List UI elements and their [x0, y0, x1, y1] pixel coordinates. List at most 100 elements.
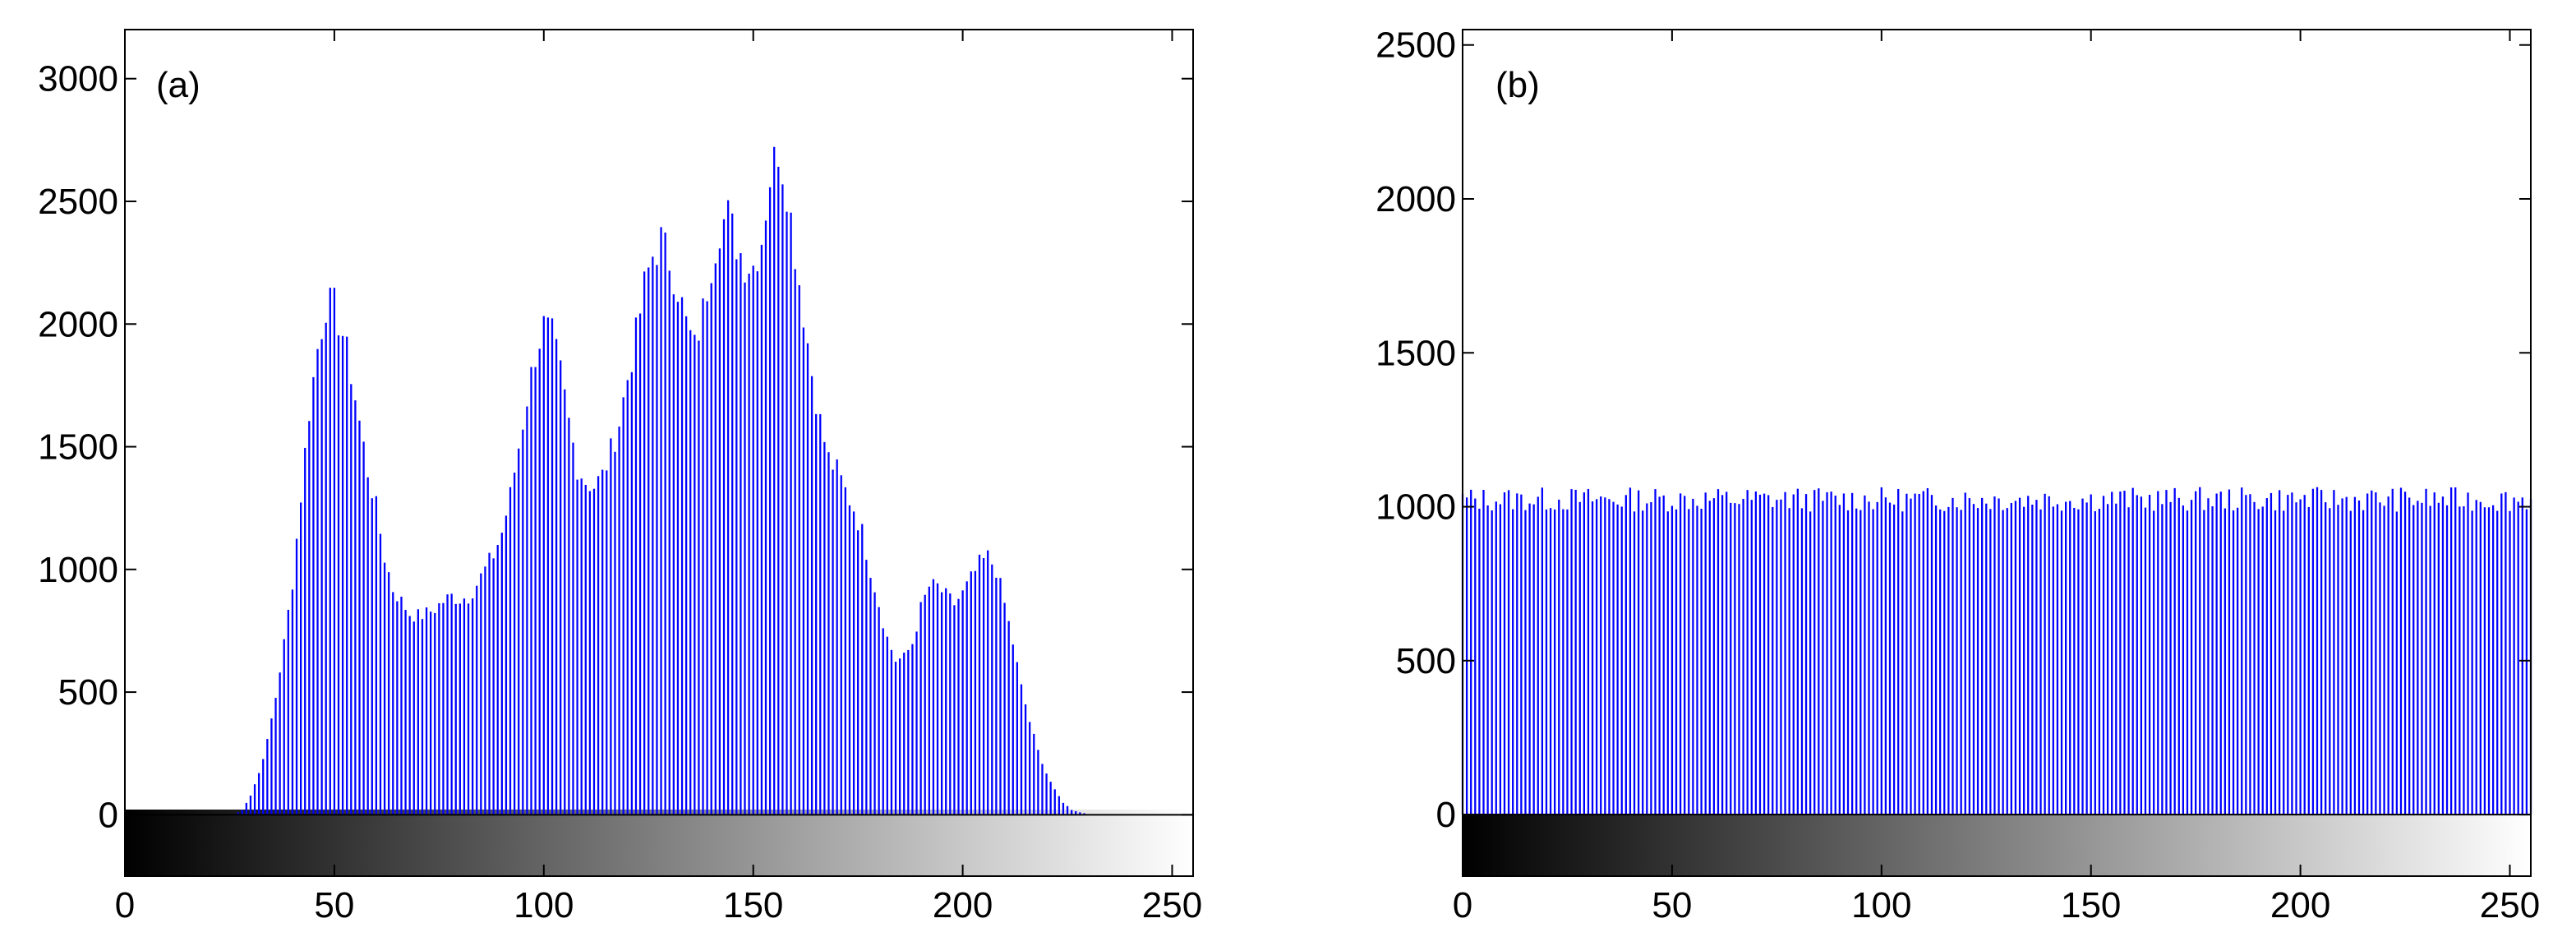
histogram-bar [2484, 507, 2486, 814]
histogram-bar [534, 367, 536, 815]
panel-label: (b) [1495, 65, 1540, 105]
histogram-bar [857, 530, 859, 814]
x-tick-label: 100 [514, 885, 574, 925]
histogram-bar [2169, 502, 2171, 814]
histogram-bar [1726, 491, 1727, 814]
histogram-bar [1629, 487, 1631, 814]
x-tick-label: 200 [2270, 885, 2330, 925]
histogram-bar [2057, 504, 2058, 814]
histogram-bar [274, 698, 276, 814]
histogram-bar [1935, 505, 1937, 814]
histogram-bar [2412, 505, 2414, 814]
histogram-bar [933, 579, 934, 815]
histogram-bar [246, 803, 247, 814]
histogram-bar [1579, 502, 1581, 814]
histogram-bar [316, 349, 318, 815]
histogram-bar [1671, 505, 1673, 814]
grayscale-colorbar [125, 810, 1193, 876]
histogram-bar [1012, 644, 1014, 814]
histogram-bar [2316, 487, 2318, 814]
histogram-bar [781, 184, 783, 814]
histogram-bar [1939, 510, 1941, 814]
histogram-bar [1889, 503, 1891, 815]
histogram-bar [581, 478, 583, 814]
histogram-bar [2371, 491, 2372, 814]
histogram-bar [937, 584, 938, 815]
histogram-bar [694, 335, 695, 814]
histogram-bar [1801, 508, 1803, 814]
x-tick-label: 100 [1851, 885, 1911, 925]
histogram-bar [2279, 490, 2280, 814]
histogram-bar [660, 227, 661, 814]
histogram-bar [832, 469, 833, 814]
histogram-bar [551, 318, 553, 814]
histogram-bar [1835, 496, 1836, 814]
histogram-bar [325, 323, 327, 815]
histogram-bar [2430, 505, 2431, 814]
histogram-bar [895, 662, 896, 814]
histogram-bar [270, 718, 272, 814]
histogram-bar [1025, 704, 1026, 814]
histogram-bar [777, 167, 779, 814]
histogram-bar [539, 348, 541, 814]
histogram-bar [1822, 501, 1823, 814]
histogram-bar [451, 593, 453, 814]
histogram-bar [1058, 796, 1060, 815]
histogram-bar [2132, 488, 2134, 814]
histogram-bar [2434, 492, 2435, 814]
histogram-bar [334, 288, 335, 814]
histogram-bar [380, 534, 381, 815]
histogram-bar [1977, 508, 1979, 814]
histogram-bar [1554, 510, 1555, 814]
histogram-bar [329, 288, 331, 814]
histogram-bar [2492, 505, 2494, 814]
histogram-bar [2241, 487, 2242, 814]
histogram-bar [514, 473, 515, 814]
histogram-bar [2123, 491, 2125, 814]
histogram-bar [2287, 495, 2288, 814]
histogram-bar [518, 449, 519, 815]
histogram-bar [2476, 500, 2477, 814]
histogram-bar [2379, 502, 2380, 814]
histogram-bar [635, 317, 637, 814]
histogram-bar [1041, 764, 1043, 814]
histogram-bar [492, 558, 494, 814]
histogram-bar [2291, 492, 2293, 814]
histogram-bar [999, 578, 1001, 814]
histogram-bar [1491, 510, 1493, 814]
histogram-bar [1500, 504, 1501, 814]
histogram-bar [727, 201, 729, 815]
histogram-bar [639, 313, 641, 814]
histogram-bar [2161, 504, 2163, 814]
histogram-bar [2233, 510, 2234, 814]
histogram-bar [2354, 497, 2356, 814]
histogram-bar [647, 267, 649, 814]
histogram-bar [2119, 491, 2121, 814]
histogram-bar [715, 263, 717, 814]
histogram-bar [1906, 494, 1907, 814]
histogram-bar [1533, 505, 1535, 814]
histogram-bar [1550, 508, 1551, 814]
histogram-bar [698, 340, 699, 814]
histogram-bar [757, 271, 758, 814]
histogram-bar [254, 784, 256, 814]
histogram-bar [1067, 806, 1068, 815]
histogram-bar [266, 739, 268, 814]
histogram-bar [560, 360, 561, 814]
histogram-bar [2149, 495, 2150, 814]
histogram-bar [2228, 490, 2230, 815]
histogram-bar [1604, 497, 1606, 814]
histogram-bar [2174, 488, 2176, 814]
histogram-bar [1952, 498, 1953, 814]
y-tick-label: 1000 [1376, 487, 1456, 528]
histogram-bar [346, 337, 348, 815]
histogram-bar [2220, 491, 2222, 814]
histogram-bar [819, 414, 821, 814]
histogram-bar [2325, 502, 2326, 814]
x-tick-label: 0 [1453, 885, 1472, 925]
histogram-bar [2467, 492, 2468, 814]
histogram-bar [1789, 508, 1790, 814]
histogram-bar [2358, 501, 2360, 814]
histogram-bar [338, 335, 339, 814]
histogram-bar [555, 339, 557, 814]
